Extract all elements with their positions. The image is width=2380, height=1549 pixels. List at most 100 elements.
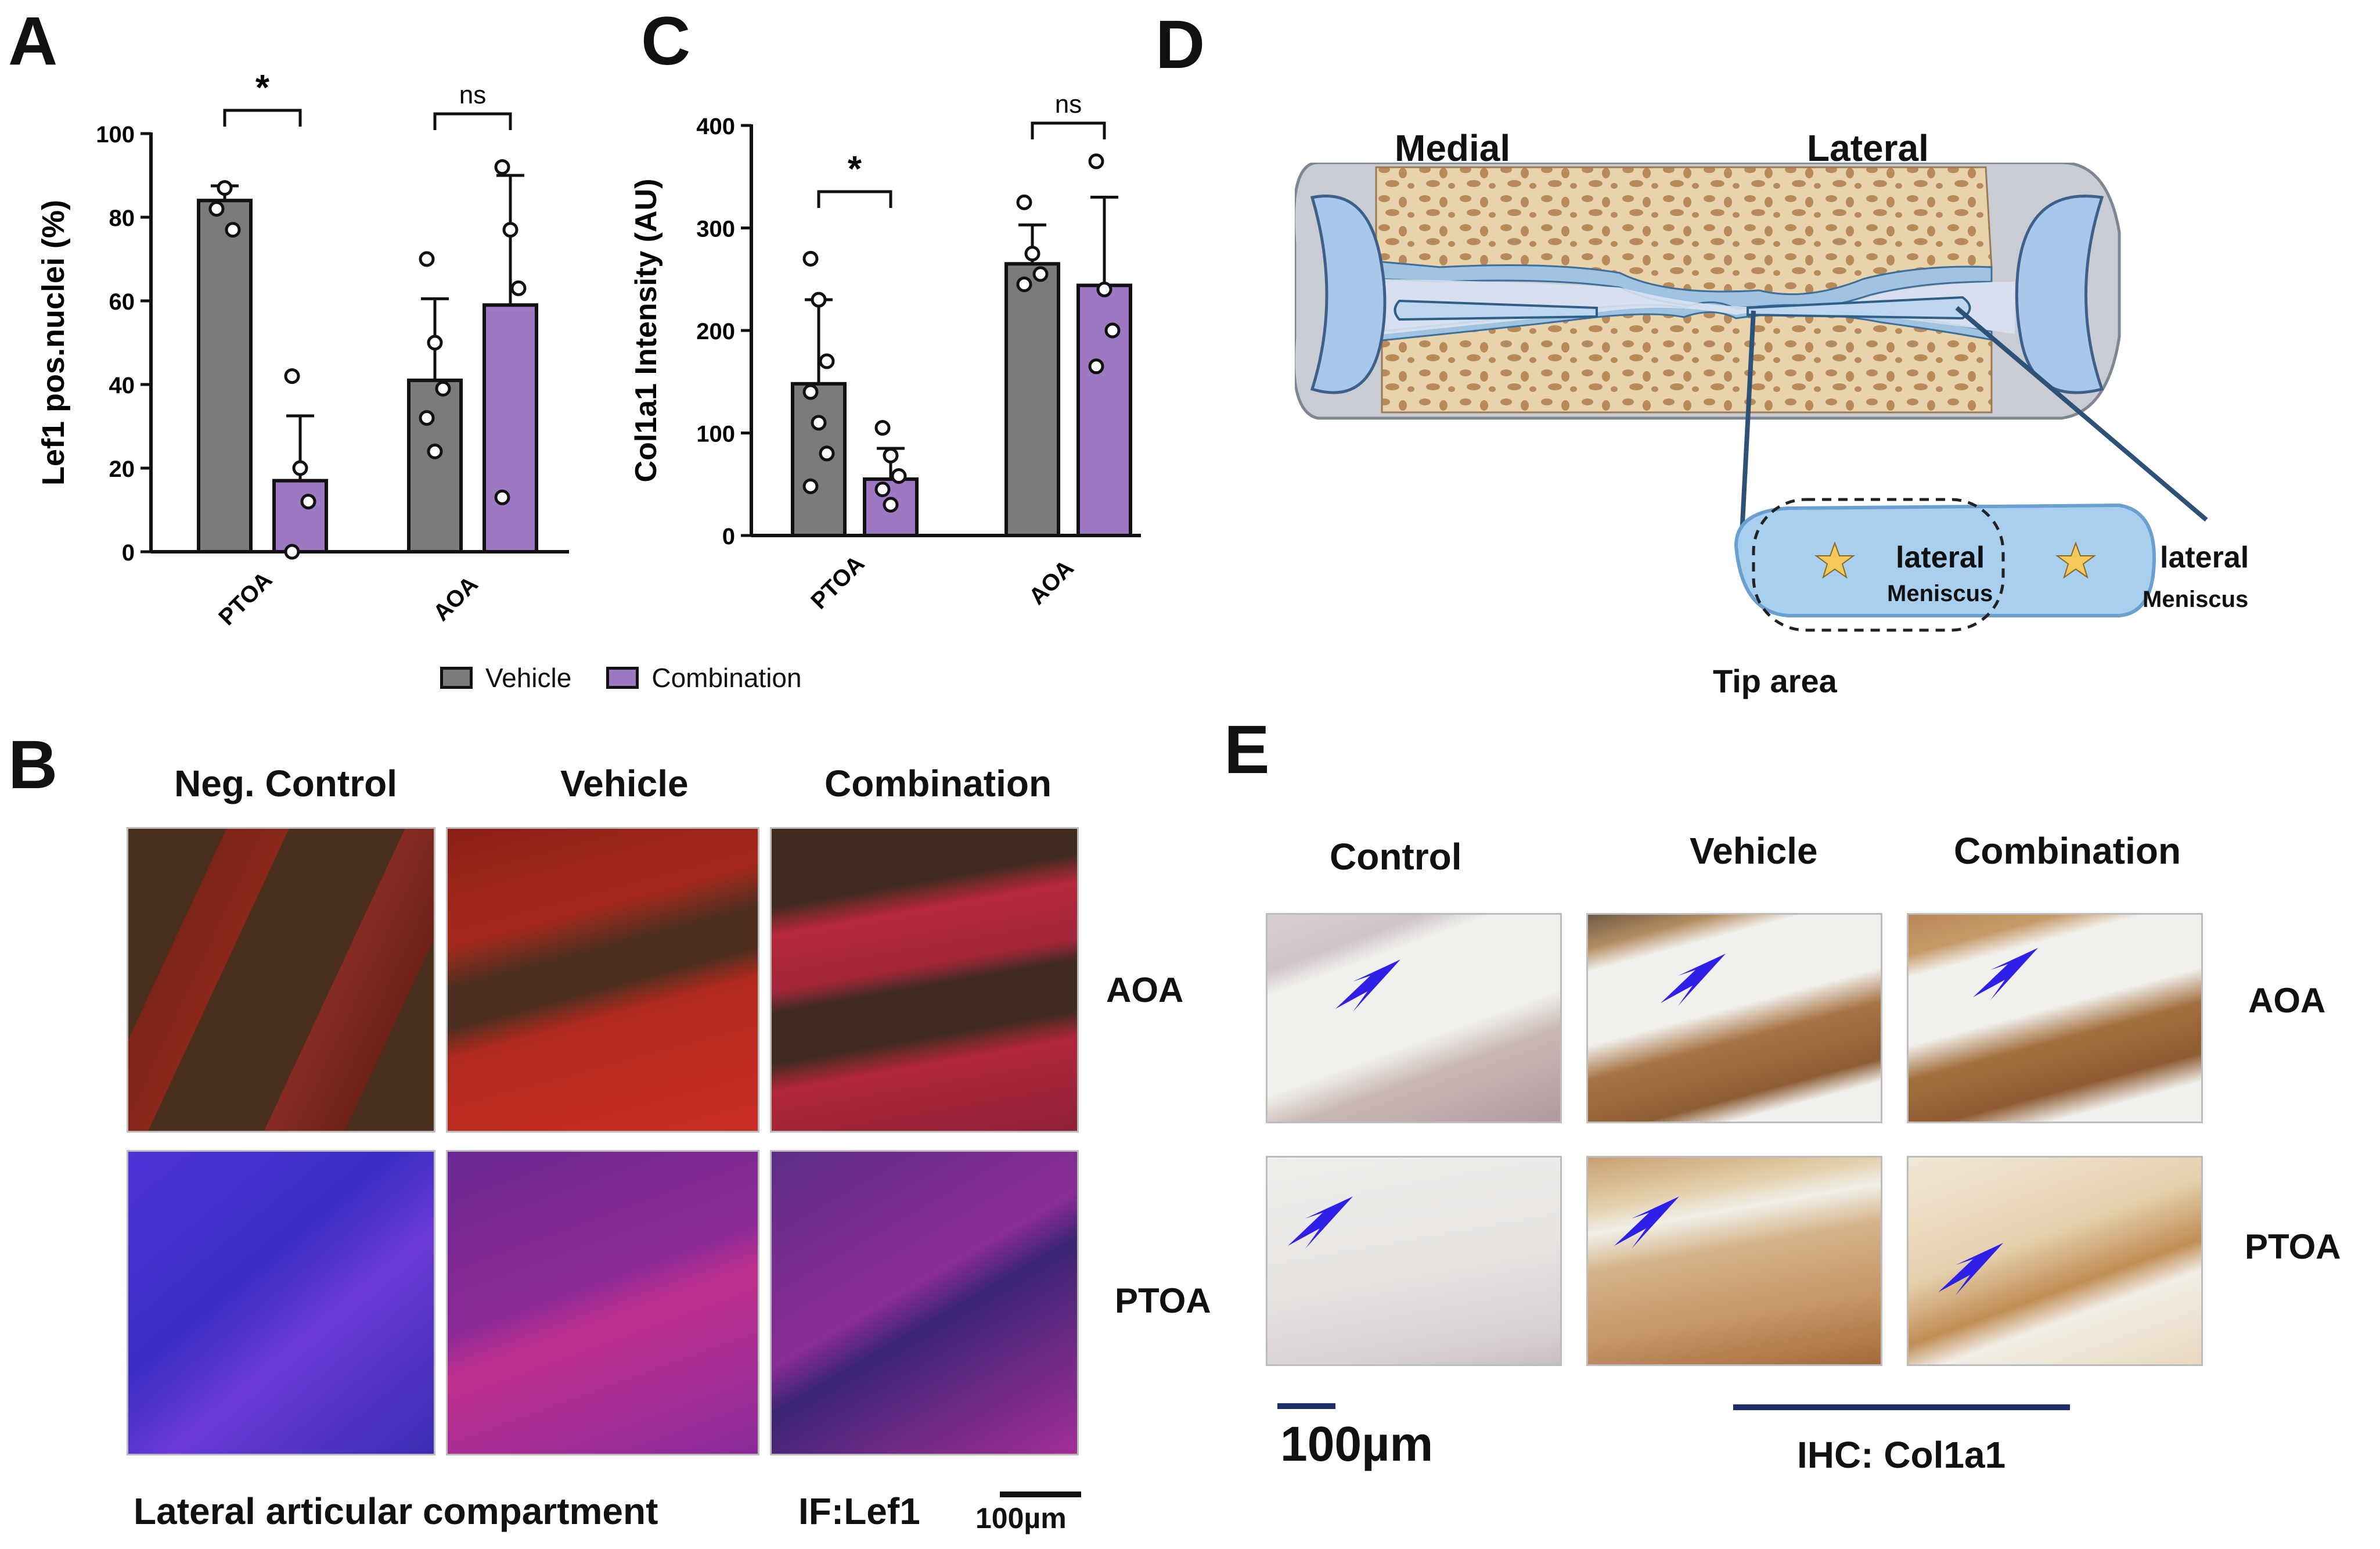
data-point <box>419 251 435 267</box>
tip-area-label: Tip area <box>1713 663 1837 699</box>
significance-bracket <box>433 112 512 130</box>
e-tile-vehicle-ptoa <box>1586 1156 1882 1366</box>
arrow-icon <box>1938 1243 2003 1295</box>
chart-c: Col1a1 Intensity (AU) 0 100 200 300 400 PTOA * A… <box>629 90 1141 614</box>
legend-label-vehicle: Vehicle <box>485 663 572 693</box>
e-tile-control-ptoa <box>1266 1156 1562 1366</box>
b-tile-combination-ptoa <box>770 1150 1079 1455</box>
bar <box>197 199 253 554</box>
data-point <box>811 415 827 431</box>
e-scale-label: 100µm <box>1280 1417 1434 1471</box>
x-tick-label: AOA <box>1024 555 1079 610</box>
e-tile-control-aoa <box>1266 913 1562 1123</box>
b-tile-vehicle-aoa <box>446 827 759 1133</box>
tip-meniscus-title: lateral <box>1896 541 1985 574</box>
arrow-icon <box>1973 948 2038 1000</box>
x-tick-label: PTOA <box>214 567 277 630</box>
data-point <box>1024 246 1040 262</box>
significance-label: * <box>255 68 270 108</box>
b-tile-vehicle-ptoa <box>446 1150 759 1455</box>
data-point <box>819 353 835 369</box>
data-point <box>883 447 899 463</box>
label-lateral: Lateral <box>1807 127 1929 169</box>
label-medial: Medial <box>1395 127 1511 169</box>
significance-label: ns <box>459 81 486 109</box>
b-header-neg-control: Neg. Control <box>174 763 397 804</box>
arrow-icon <box>1288 1196 1353 1249</box>
data-point <box>225 222 241 238</box>
body-meniscus-sub: Meniscus <box>2143 587 2249 612</box>
b-row-label-aoa: AOA <box>1106 971 1184 1009</box>
e-stain-bar <box>1733 1404 2070 1410</box>
data-point <box>494 159 510 175</box>
b-caption: Lateral articular compartment <box>134 1490 658 1532</box>
data-point <box>435 380 451 397</box>
e-header-combination: Combination <box>1954 830 2181 872</box>
y-axis-label: Lef1 pos.nuclei (%) <box>36 200 71 486</box>
significance-bracket <box>223 109 302 127</box>
bar <box>272 479 328 554</box>
data-point <box>494 489 510 505</box>
legend-swatch-combination <box>606 667 639 689</box>
arrow-icon <box>1661 954 1726 1006</box>
y-tick-label: 20 <box>109 457 135 482</box>
data-point <box>1096 281 1112 297</box>
b-header-vehicle: Vehicle <box>560 763 689 804</box>
data-point <box>811 292 827 308</box>
data-point <box>883 497 899 513</box>
x-tick-label: AOA <box>429 572 483 626</box>
b-tile-neg-control-aoa <box>127 827 435 1133</box>
y-tick-label: 0 <box>122 540 135 566</box>
data-point <box>891 468 907 484</box>
data-point <box>819 445 835 462</box>
e-stain-label: IHC: Col1a1 <box>1797 1434 2006 1476</box>
y-tick-label: 100 <box>696 422 735 447</box>
bar <box>407 378 463 554</box>
b-scale-label: 100µm <box>975 1502 1067 1534</box>
b-tile-combination-aoa <box>770 827 1079 1133</box>
significance-bracket <box>817 190 892 208</box>
data-point <box>284 544 300 560</box>
arrow-icon <box>1614 1196 1679 1249</box>
data-point <box>1088 153 1104 170</box>
body-meniscus-title: lateral <box>2160 541 2249 574</box>
data-point <box>208 201 225 217</box>
data-point <box>1016 276 1032 293</box>
y-tick-label: 100 <box>96 122 135 148</box>
data-point <box>217 180 233 196</box>
e-header-control: Control <box>1330 836 1462 878</box>
panel-letter-e: E <box>1224 711 1270 788</box>
data-point <box>802 478 819 494</box>
bar <box>791 382 847 538</box>
data-point <box>1032 266 1049 282</box>
data-point <box>874 481 891 498</box>
b-tile-neg-control-ptoa <box>127 1150 435 1455</box>
legend: Vehicle Combination <box>440 662 802 693</box>
data-point <box>1016 194 1032 210</box>
data-point <box>427 443 443 459</box>
y-tick-label: 40 <box>109 373 135 398</box>
data-point <box>802 250 819 267</box>
bar <box>483 303 538 554</box>
b-stain-label: IF:Lef1 <box>798 1490 920 1532</box>
bar <box>1076 283 1132 537</box>
e-arrows <box>1288 948 2038 1295</box>
e-row-label-ptoa: PTOA <box>2245 1227 2341 1266</box>
data-point <box>802 384 819 400</box>
legend-label-combination: Combination <box>651 663 802 693</box>
data-point <box>510 280 527 296</box>
data-point <box>1088 358 1104 375</box>
y-tick-label: 400 <box>696 114 735 139</box>
panel-letter-d: D <box>1155 6 1205 83</box>
significance-bracket <box>1031 121 1106 139</box>
chart-a: Lef1 pos.nuclei (%) 0 20 40 60 80 100 PTOA * AOA n… <box>36 68 569 630</box>
significance-label: * <box>848 149 862 189</box>
x-tick-label: PTOA <box>806 551 869 614</box>
e-tile-combination-aoa <box>1907 913 2203 1123</box>
y-axis-label: Col1a1 Intensity (AU) <box>629 179 663 483</box>
e-tile-combination-ptoa <box>1907 1156 2203 1366</box>
bar <box>1004 262 1060 537</box>
data-point <box>284 368 300 384</box>
panel-letter-c: C <box>641 3 691 80</box>
